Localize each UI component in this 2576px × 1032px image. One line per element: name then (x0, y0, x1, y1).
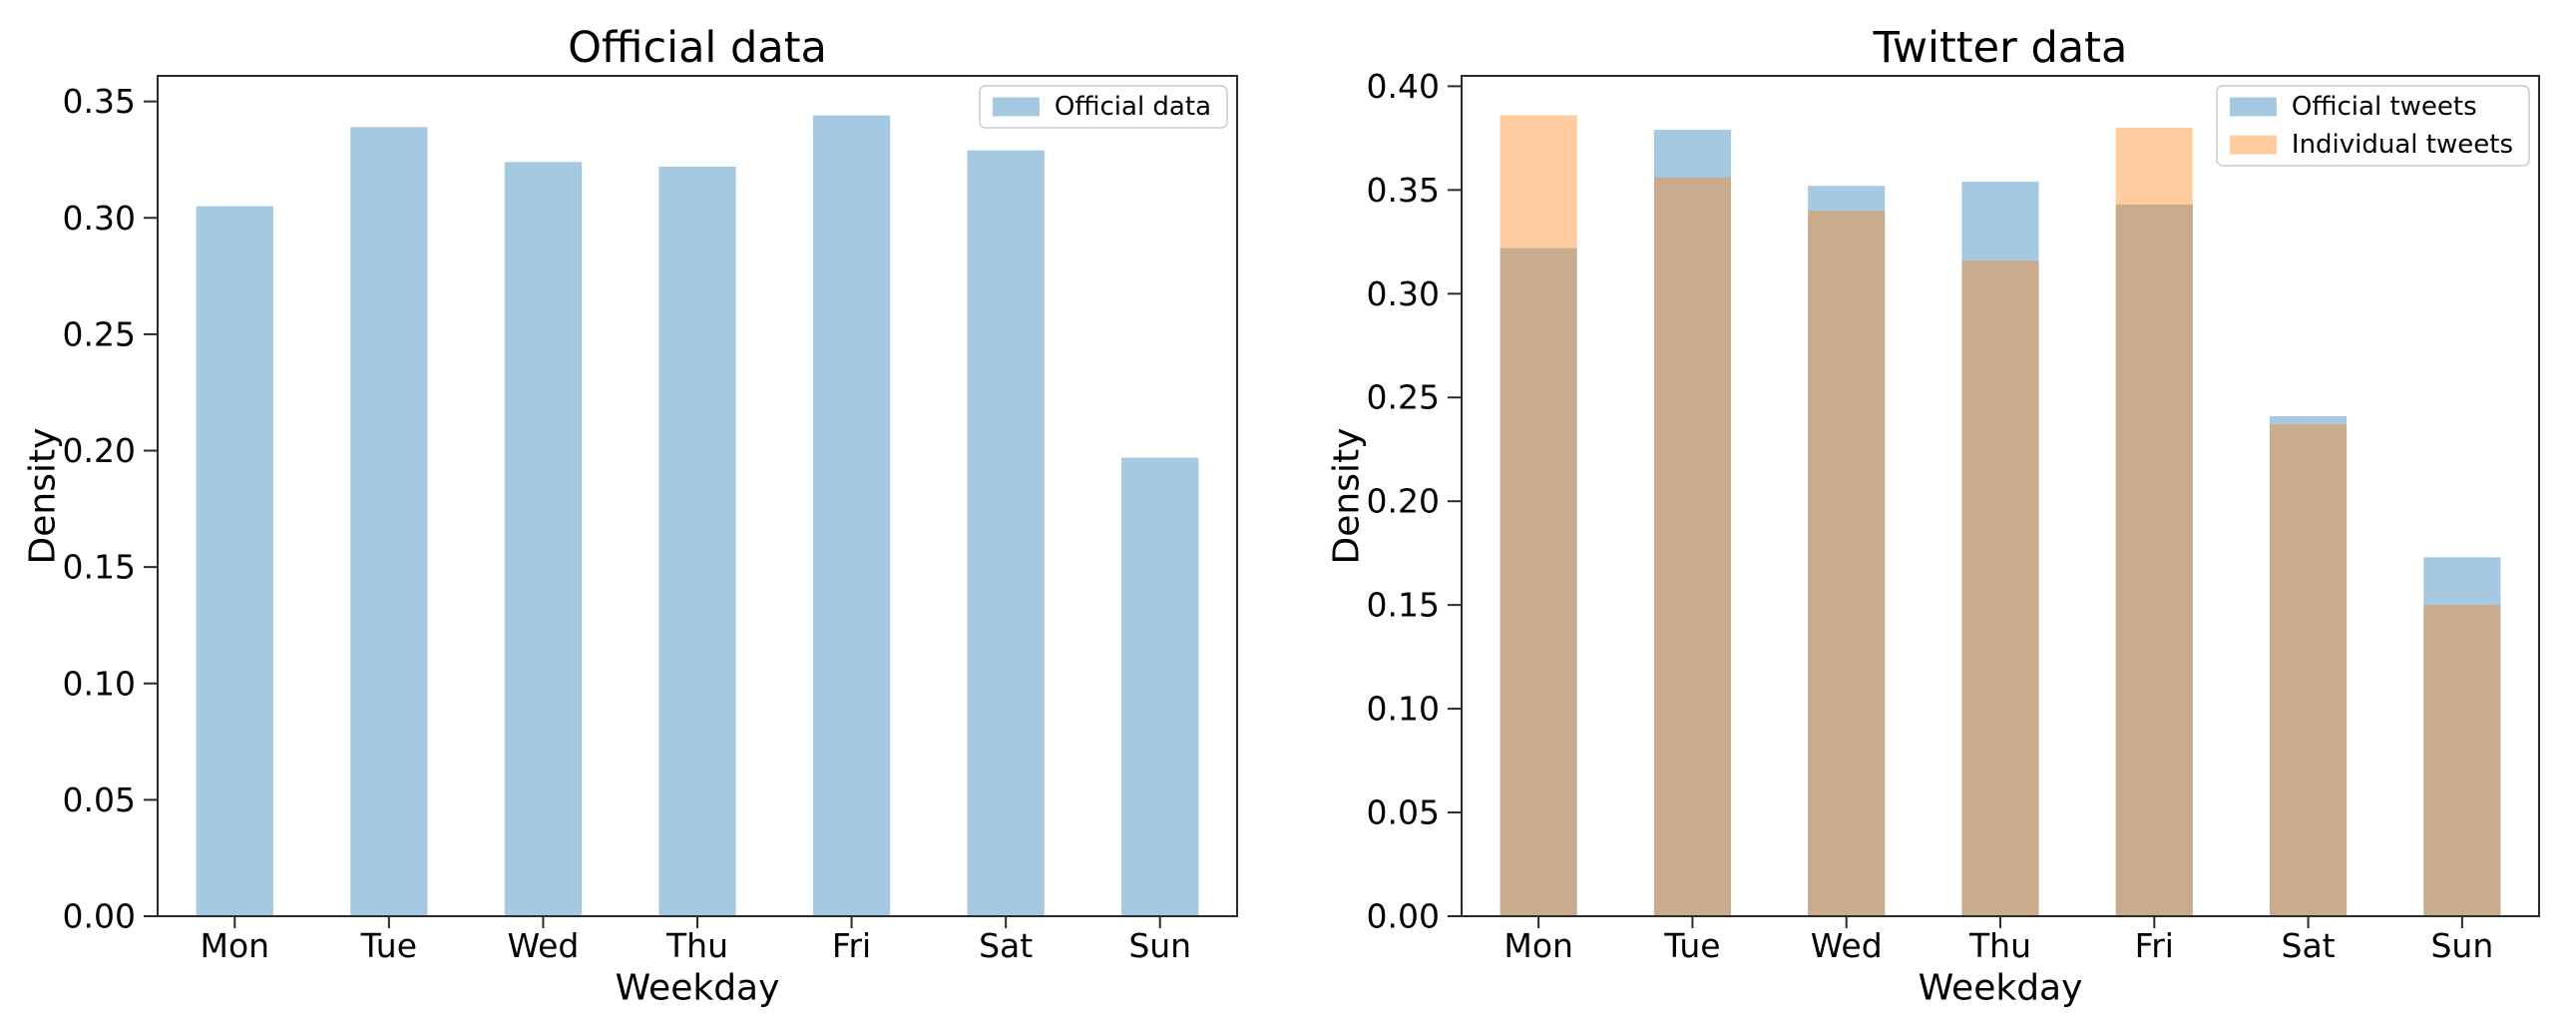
legend-box (2216, 85, 2530, 167)
bar-official-data-wed (504, 162, 583, 917)
x-tick-label: Wed (507, 926, 579, 965)
legend-box (979, 85, 1228, 129)
x-tick-label: Sat (2282, 926, 2336, 965)
x-tick-label: Mon (1503, 926, 1573, 965)
official-data-plot: 0.00 0.05 0.10 0.15 0.20 0.25 0.30 0.35 Mon Tue We… (0, 0, 1288, 1032)
x-tick-label: Fri (2135, 926, 2174, 965)
x-tick-label: Sun (1128, 926, 1191, 965)
bar-official-data-thu (658, 166, 736, 916)
bar-official-tweets-fri (2115, 204, 2193, 916)
y-tick-label: 0.40 (1367, 67, 1440, 106)
x-tick-label: Thu (665, 926, 728, 965)
y-tick-label: 0.35 (63, 82, 136, 121)
y-tick-label: 0.15 (1367, 586, 1440, 625)
legend-swatch-individual-tweets (2229, 135, 2277, 155)
y-tick-label: 0.15 (63, 548, 136, 587)
bar-individual-tweets-tue (1653, 177, 1731, 916)
bar-official-data-sat (967, 150, 1045, 916)
bar-official-tweets-sat (2270, 415, 2348, 916)
x-tick-label: Fri (832, 926, 871, 965)
x-axis-label: Weekday (616, 968, 780, 1009)
chart-panel-right: 0.00 0.05 0.10 0.15 0.20 0.25 0.30 0.35 0.40 Mon T… (1288, 0, 2576, 1032)
chart-panel-left: 0.00 0.05 0.10 0.15 0.20 0.25 0.30 0.35 Mon Tue We… (0, 0, 1288, 1032)
legend-label-official-tweets: Official tweets (2292, 92, 2477, 122)
bar-official-tweets-wed (1808, 186, 1886, 916)
bar-individual-tweets-sat (2270, 424, 2348, 916)
chart-title: Twitter data (1873, 23, 2128, 73)
bar-individual-tweets-thu (1961, 260, 2039, 916)
bar-official-data-sun (1121, 457, 1199, 916)
bar-official-tweets-sun (2423, 557, 2501, 916)
bar-official-tweets-thu (1961, 182, 2039, 916)
y-tick-label: 0.25 (1367, 378, 1440, 417)
y-tick-label: 0.20 (1367, 482, 1440, 521)
x-tick-label: Tue (360, 926, 417, 965)
bar-individual-tweets-fri (2115, 127, 2193, 917)
bar-official-tweets-mon (1500, 248, 1577, 916)
bar-official-data-fri (812, 115, 891, 916)
y-tick-label: 0.30 (63, 199, 136, 238)
y-tick-label: 0.05 (63, 780, 136, 819)
plot-background (1288, 0, 2576, 1032)
y-tick-label: 0.20 (63, 431, 136, 470)
y-tick-label: 0.35 (1367, 171, 1440, 210)
bar-individual-tweets-sun (2423, 605, 2501, 916)
bar-individual-tweets-mon (1500, 115, 1577, 916)
chart-title: Official data (568, 23, 827, 73)
x-axis-label: Weekday (1919, 968, 2083, 1009)
y-tick-label: 0.25 (63, 314, 136, 353)
y-tick-label: 0.10 (63, 664, 136, 703)
plot-background (0, 0, 1288, 1032)
legend-label-official-data: Official data (1055, 92, 1211, 122)
x-tick-label: Sat (979, 926, 1033, 965)
x-tick-label: Thu (1968, 926, 2031, 965)
legend-swatch-official-tweets (2229, 97, 2277, 117)
twitter-data-plot: 0.00 0.05 0.10 0.15 0.20 0.25 0.30 0.35 0.40 Mon T… (1288, 0, 2576, 1032)
bar-official-data-mon (196, 206, 273, 917)
y-tick-label: 0.00 (63, 897, 136, 936)
x-tick-label: Mon (200, 926, 269, 965)
y-tick-label: 0.30 (1367, 274, 1440, 313)
y-tick-label: 0.05 (1367, 793, 1440, 832)
x-tick-label: Tue (1663, 926, 1720, 965)
bar-official-tweets-tue (1653, 130, 1731, 917)
y-tick-label: 0.00 (1367, 897, 1440, 936)
bar-individual-tweets-wed (1808, 211, 1886, 916)
y-axis-label: Density (23, 428, 64, 565)
bar-official-data-tue (350, 127, 428, 916)
legend-swatch-official-data (992, 97, 1040, 117)
legend-label-individual-tweets: Individual tweets (2292, 130, 2513, 160)
y-axis-label: Density (1327, 428, 1368, 565)
x-tick-label: Sun (2430, 926, 2493, 965)
x-tick-label: Wed (1811, 926, 1883, 965)
y-tick-label: 0.10 (1367, 690, 1440, 729)
